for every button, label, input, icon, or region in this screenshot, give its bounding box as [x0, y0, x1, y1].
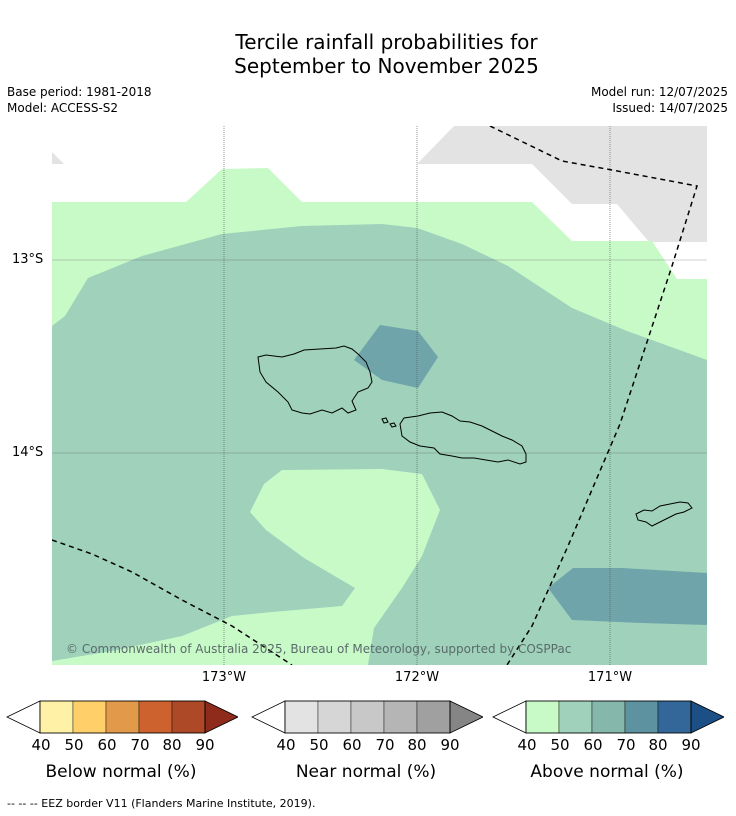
- above-normal-50-region: [52, 224, 707, 665]
- lat-label-14s: 14°S: [12, 445, 44, 460]
- meta-left: Base period: 1981-2018 Model: ACCESS-S2: [7, 84, 152, 116]
- tick-label: 70: [375, 736, 395, 754]
- tick-label: 90: [195, 736, 215, 754]
- colorbar-under-arrow: [251, 700, 286, 734]
- colorbar-over-arrow: [204, 700, 238, 734]
- title-line-2: September to November 2025: [234, 54, 539, 78]
- colorbar-segment: [525, 700, 560, 734]
- tick-label: 40: [31, 736, 51, 754]
- tick-label: 60: [342, 736, 362, 754]
- colorbar-over-arrow: [449, 700, 483, 734]
- colorbar-under-arrow: [492, 700, 527, 734]
- lon-label-173w: 173°W: [201, 670, 247, 685]
- copyright-text: © Commonwealth of Australia 2025, Bureau…: [66, 642, 571, 656]
- issued-date: Issued: 14/07/2025: [612, 101, 728, 115]
- island-manono: [389, 422, 397, 428]
- colorbar-segment: [138, 700, 173, 734]
- grid-lines: [52, 126, 707, 665]
- colorbar-title-above: Above normal (%): [530, 762, 684, 782]
- tick-label: 60: [97, 736, 117, 754]
- colorbar-above-normal: [492, 700, 724, 734]
- colorbar-outline: [39, 700, 206, 734]
- island-apolima: [381, 417, 389, 424]
- title-line-1: Tercile rainfall probabilities for: [235, 30, 538, 54]
- colorbar-segment: [284, 700, 319, 734]
- colorbar-below-normal: [6, 700, 238, 734]
- colorbar-segment: [558, 700, 593, 734]
- eez-footnote: -- -- -- EEZ border V11 (Flanders Marine…: [7, 797, 316, 810]
- map-title: Tercile rainfall probabilities for Septe…: [0, 30, 736, 78]
- colorbar-segment: [624, 700, 659, 734]
- tick-label: 50: [309, 736, 329, 754]
- eez-borders: [52, 126, 698, 665]
- colorbar-title-below: Below normal (%): [45, 762, 197, 782]
- model-name: Model: ACCESS-S2: [7, 101, 119, 115]
- tick-label: 90: [440, 736, 460, 754]
- lat-label-13s: 13°S: [12, 252, 44, 267]
- tick-label: 60: [583, 736, 603, 754]
- colorbar-segment: [39, 700, 74, 734]
- colorbar-segment: [72, 700, 107, 734]
- colorbar-segment: [416, 700, 451, 734]
- tick-label: 40: [517, 736, 537, 754]
- colorbar-segment: [105, 700, 140, 734]
- colorbar-under-arrow: [6, 700, 41, 734]
- tick-label: 70: [616, 736, 636, 754]
- tick-label: 50: [64, 736, 84, 754]
- lon-label-171w: 171°W: [587, 670, 633, 685]
- island-upolu: [399, 411, 527, 465]
- tick-label: 70: [130, 736, 150, 754]
- meta-right: Model run: 12/07/2025 Issued: 14/07/2025: [591, 84, 728, 116]
- tick-label: 50: [550, 736, 570, 754]
- island-savaii: [257, 345, 373, 415]
- base-period: Base period: 1981-2018: [7, 85, 152, 99]
- colorbar-near-normal: [251, 700, 483, 734]
- tick-label: 80: [162, 736, 182, 754]
- map-canvas: © Commonwealth of Australia 2025, Bureau…: [52, 126, 707, 665]
- above-normal-70-patch-south: [548, 568, 707, 625]
- colorbar-over-arrow: [690, 700, 724, 734]
- colorbar-segment: [657, 700, 692, 734]
- island-tutuila: [635, 501, 693, 527]
- colorbar-segment: [383, 700, 418, 734]
- model-run: Model run: 12/07/2025: [590, 85, 728, 99]
- tick-label: 90: [681, 736, 701, 754]
- near-normal-region-small: [52, 152, 64, 164]
- colorbar-segment: [171, 700, 206, 734]
- colorbar-segment: [317, 700, 352, 734]
- tick-label: 40: [276, 736, 296, 754]
- colorbar-title-near: Near normal (%): [295, 762, 437, 782]
- colorbar-segment: [350, 700, 385, 734]
- colorbar-segment: [591, 700, 626, 734]
- near-normal-region: [417, 126, 707, 242]
- colorbar-outline: [525, 700, 692, 734]
- tick-label: 80: [648, 736, 668, 754]
- tick-label: 80: [407, 736, 427, 754]
- lon-label-172w: 172°W: [394, 670, 440, 685]
- colorbar-outline: [284, 700, 451, 734]
